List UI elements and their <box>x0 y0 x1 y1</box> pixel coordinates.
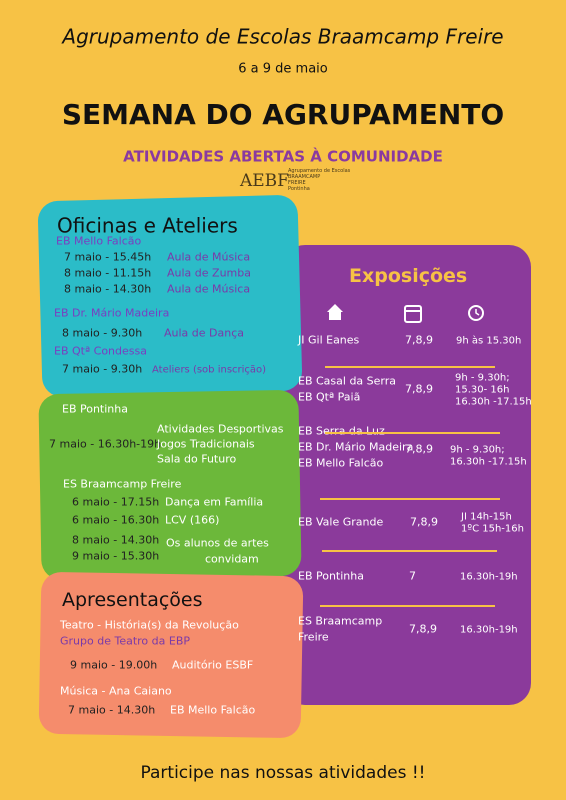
hours: 1ºC 15h-16h <box>461 523 524 535</box>
school-name: EB Mello Falcão <box>56 234 142 248</box>
clock-icon <box>468 305 484 321</box>
calendar-icon <box>404 305 422 323</box>
show-name: Música - Ana Caiano <box>60 684 172 698</box>
logo-text: Agrupamento de Escolas <box>288 168 351 175</box>
school-name: EB Qtª Condessa <box>54 344 147 358</box>
activity-name: Sala do Futuro <box>157 452 237 466</box>
days: 7,8,9 <box>409 622 437 636</box>
subheading: ATIVIDADES ABERTAS À COMUNIDADE <box>123 147 443 166</box>
activity-date: 8 maio - 14.30h <box>72 533 160 547</box>
hours: 9h - 9.30h; <box>450 444 505 456</box>
hours: 16.30h-19h <box>460 624 518 636</box>
show-group: Grupo de Teatro da EBP <box>60 634 191 648</box>
dates: 6 a 9 de maio <box>238 61 328 77</box>
hours: 16.30h -17.15h <box>450 456 527 468</box>
house-icon <box>327 304 343 320</box>
days: 7,8,9 <box>410 515 438 529</box>
days: 7,8,9 <box>405 442 433 456</box>
section-title: Apresentações <box>62 589 203 612</box>
title: Agrupamento de Escolas Braamcamp Freire <box>62 24 504 49</box>
activity-date: 8 maio - 14.30h <box>64 282 152 296</box>
hours: 16.30h -17.15h <box>455 396 532 408</box>
section-title: Exposições <box>349 265 468 288</box>
divider <box>322 550 497 552</box>
activity-name: Aula de Música <box>167 250 251 264</box>
divider <box>320 605 495 607</box>
activity-date: 7 maio - 9.30h <box>62 362 143 376</box>
logo-text: Pontinha <box>288 186 310 193</box>
activity-date: 7 maio - 16.30h-19h <box>49 437 162 451</box>
logo-mark: AEBF <box>240 171 289 192</box>
logo-text: FREIRE <box>288 180 306 187</box>
school-name: EB Dr. Mário Madeira <box>54 306 170 320</box>
hours: JI 14h-15h <box>461 511 512 523</box>
activity-date: 9 maio - 15.30h <box>72 549 160 563</box>
school-name: EB Serra da Luz <box>298 424 385 438</box>
days: 7,8,9 <box>405 382 433 396</box>
school-name: EB Pontinha <box>298 569 364 583</box>
activity-name: Jogos Tradicionais <box>157 437 255 451</box>
hours: 15.30- 16h <box>455 384 510 396</box>
school-name: EB Qtª Paiã <box>298 390 361 404</box>
activity-name: Aula de Zumba <box>167 266 251 280</box>
activity-date: 8 maio - 11.15h <box>64 266 152 280</box>
days: 7 <box>409 569 416 583</box>
school-name: ES Braamcamp <box>298 614 383 628</box>
activity-date: 6 maio - 16.30h <box>72 513 160 527</box>
hours: 16.30h-19h <box>460 571 518 583</box>
activity-date: 9 maio - 19.00h <box>70 658 158 672</box>
activity-date: 8 maio - 9.30h <box>62 326 143 340</box>
school-name: EB Pontinha <box>62 402 128 416</box>
divider <box>325 366 495 368</box>
school-name: ES Braamcamp Freire <box>63 477 182 491</box>
hours: 9h - 9.30h; <box>455 372 510 384</box>
activity-name: Atividades Desportivas <box>157 422 284 436</box>
activity-name: Aula de Música <box>167 282 251 296</box>
activity-name: Ateliers (sob inscrição) <box>152 364 267 376</box>
divider <box>320 498 500 500</box>
school-name: EB Vale Grande <box>298 515 384 529</box>
school-name: EB Mello Falcão <box>298 456 384 470</box>
show-name: Teatro - História(s) da Revolução <box>60 618 239 632</box>
days: 7,8,9 <box>405 333 433 347</box>
place: Auditório ESBF <box>172 658 254 672</box>
section-title: Oficinas e Ateliers <box>57 213 238 238</box>
place: EB Mello Falcão <box>170 703 256 717</box>
divider <box>325 432 500 434</box>
school-name: EB Casal da Serra <box>298 374 397 388</box>
activity-date: 7 maio - 14.30h <box>68 703 156 717</box>
activity-name: Os alunos de artes <box>166 536 269 550</box>
school-name: Freire <box>298 630 329 644</box>
logo-text: BRAAMCAMP <box>288 174 321 181</box>
heading: SEMANA DO AGRUPAMENTO <box>61 97 505 131</box>
hours: 9h às 15.30h <box>456 335 522 347</box>
activity-name: Aula de Dança <box>164 326 245 340</box>
activity-name: Dança em Família <box>165 495 264 509</box>
footer: Participe nas nossas atividades !! <box>140 763 426 784</box>
activity-name: LCV (166) <box>165 513 220 527</box>
activity-name: convidam <box>205 552 259 566</box>
school-name: JI Gil Eanes <box>298 333 360 347</box>
activity-date: 7 maio - 15.45h <box>64 250 152 264</box>
school-name: EB Dr. Mário Madeira <box>298 440 414 454</box>
activity-date: 6 maio - 17.15h <box>72 495 160 509</box>
